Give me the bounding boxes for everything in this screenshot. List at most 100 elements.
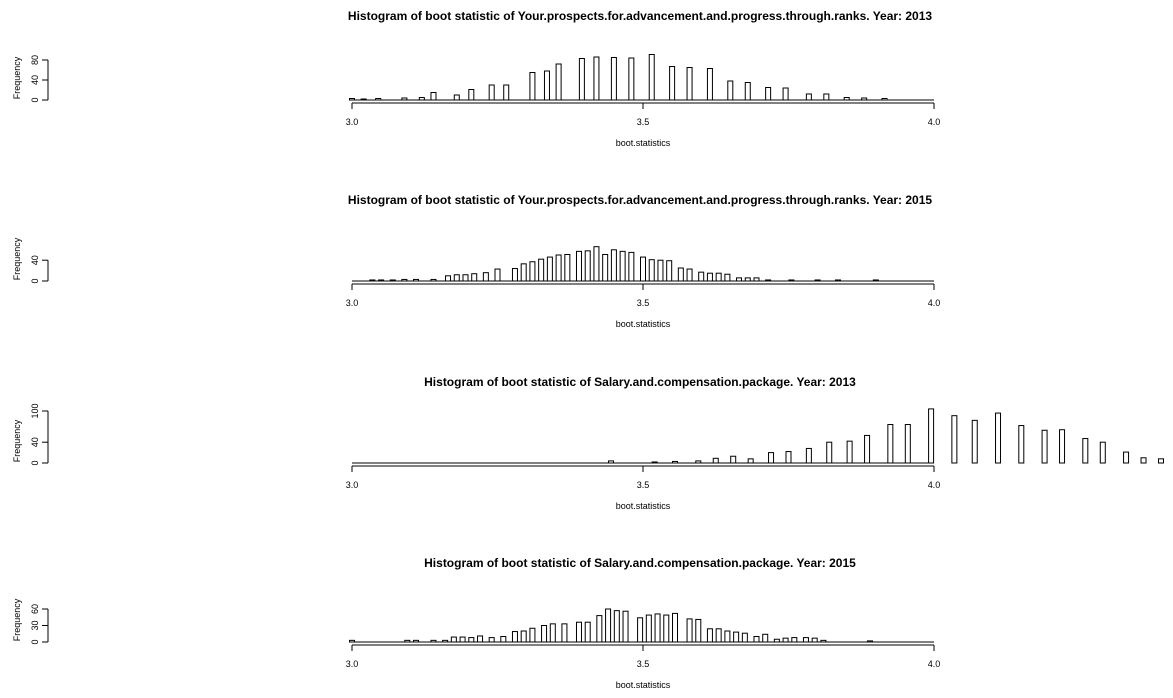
histogram-panels: Histogram of boot statistic of Your.pros…: [12, 9, 1164, 690]
histogram-bar: [500, 636, 507, 643]
histogram-bar: [494, 268, 501, 282]
histogram-panel: Histogram of boot statistic of Salary.an…: [12, 556, 940, 690]
y-axis-label: Frequency: [12, 237, 22, 280]
histogram-bar: [468, 637, 475, 643]
histogram-bar: [782, 637, 789, 643]
histogram-bar: [706, 272, 713, 282]
x-axis-label: boot.statistics: [616, 138, 671, 148]
y-tick-label: 60: [30, 604, 40, 614]
histogram-bar: [564, 253, 571, 282]
histogram-bar: [511, 268, 518, 282]
histogram-bar: [462, 274, 469, 282]
histogram-bar: [605, 608, 612, 643]
histogram-bar: [677, 267, 684, 282]
histogram-bar: [549, 623, 556, 643]
histogram-bar: [555, 63, 562, 101]
histogram-bar: [445, 275, 452, 282]
histogram-bar: [584, 621, 591, 643]
histogram-bar: [995, 412, 1002, 464]
histogram-bar: [610, 249, 617, 282]
histogram-bar: [575, 250, 582, 282]
histogram-bar: [753, 636, 760, 643]
x-tick-label: 3.5: [637, 659, 650, 669]
y-axis-label: Frequency: [12, 56, 22, 99]
y-tick-label: 0: [30, 639, 40, 644]
histogram-bar: [628, 251, 635, 282]
x-tick-label: 4.0: [928, 659, 941, 669]
histogram-bar: [511, 631, 518, 643]
histogram-bar: [727, 80, 734, 101]
histogram-bar: [657, 259, 664, 282]
histogram-bar: [529, 627, 536, 643]
histogram-bar: [669, 66, 676, 101]
histogram-bar: [1140, 457, 1147, 464]
histogram-bar: [1157, 458, 1164, 464]
histogram-bar: [520, 263, 527, 282]
histogram-bar: [971, 419, 978, 464]
histogram-bar: [654, 613, 661, 643]
histogram-bar: [712, 457, 719, 464]
x-tick-label: 3.5: [637, 117, 650, 127]
histogram-bar: [459, 636, 466, 643]
histogram-bar: [741, 632, 748, 643]
histogram-bar: [826, 441, 833, 464]
histogram-bar: [928, 408, 935, 464]
histogram-bar: [698, 271, 705, 282]
y-tick-label: 40: [30, 75, 40, 85]
histogram-bar: [503, 84, 510, 101]
histogram-bar: [640, 256, 646, 282]
histogram-bar: [541, 625, 548, 643]
histogram-panel: Histogram of boot statistic of Salary.an…: [12, 375, 1164, 511]
histogram-bar: [744, 82, 751, 101]
histogram-bar: [488, 637, 495, 643]
histogram-bar: [887, 424, 894, 464]
histogram-bar: [1059, 429, 1066, 464]
histogram-bar: [543, 70, 550, 101]
histogram-bar: [578, 58, 585, 101]
x-tick-label: 3.5: [637, 298, 650, 308]
x-axis-label: boot.statistics: [616, 319, 671, 329]
histogram-bar: [488, 84, 495, 101]
x-tick-label: 4.0: [928, 298, 941, 308]
histogram-bar: [619, 250, 626, 282]
histogram-bar: [951, 415, 958, 464]
x-tick-label: 4.0: [928, 117, 941, 127]
chart-title: Histogram of boot statistic of Your.pros…: [348, 9, 932, 23]
histogram-bar: [538, 258, 545, 282]
chart-title: Histogram of boot statistic of Salary.an…: [424, 375, 856, 389]
y-tick-label: 0: [30, 97, 40, 102]
histogram-bar: [610, 57, 617, 101]
histogram-bar: [768, 452, 775, 464]
y-tick-label: 40: [30, 255, 40, 265]
histogram-bar: [648, 259, 655, 282]
histogram-bar: [1123, 451, 1130, 464]
y-tick-label: 0: [30, 278, 40, 283]
histogram-bar: [622, 610, 629, 643]
histogram-bar: [782, 87, 789, 101]
histogram-bar: [637, 617, 644, 643]
histogram-bar: [805, 93, 812, 101]
histogram-bar: [529, 261, 536, 282]
histogram-bar: [695, 618, 702, 643]
histogram-bar: [747, 458, 754, 464]
y-axis-label: Frequency: [12, 598, 22, 641]
y-tick-label: 30: [30, 620, 40, 630]
histogram-bar: [575, 621, 582, 643]
histogram-bar: [802, 637, 809, 643]
histogram-bar: [593, 246, 600, 282]
y-axis-label: Frequency: [12, 419, 22, 462]
histogram-bar: [706, 628, 713, 643]
x-tick-label: 3.0: [346, 480, 359, 490]
x-tick-label: 3.0: [346, 298, 359, 308]
histogram-bar: [791, 637, 798, 643]
chart-title: Histogram of boot statistic of Your.pros…: [348, 193, 932, 207]
histogram-panel: Histogram of boot statistic of Your.pros…: [12, 193, 940, 329]
x-tick-label: 4.0: [928, 480, 941, 490]
x-tick-label: 3.0: [346, 117, 359, 127]
histogram-bar: [602, 253, 609, 282]
histogram-bar: [715, 628, 722, 643]
x-axis-label: boot.statistics: [616, 680, 671, 690]
histogram-bar: [468, 89, 475, 101]
